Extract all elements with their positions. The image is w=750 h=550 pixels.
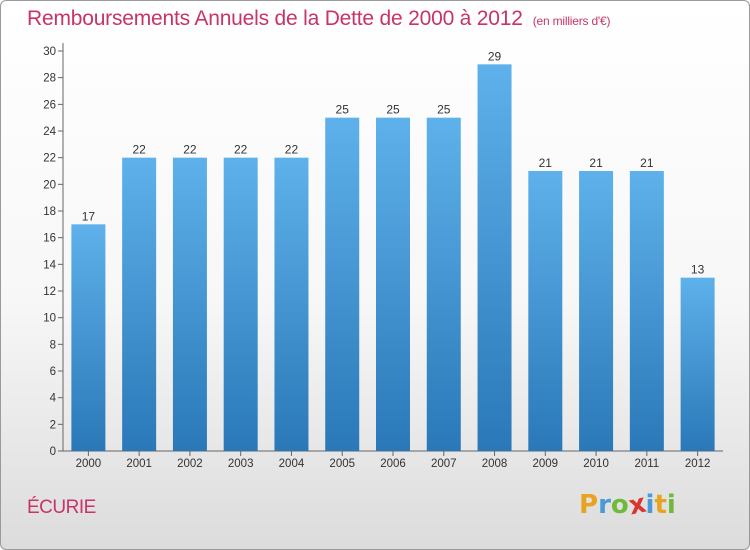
x-tick-label: 2008: [482, 458, 508, 470]
bar-value-label: 25: [386, 103, 400, 117]
y-tick-label: 0: [50, 446, 56, 458]
logo-letter: r: [598, 490, 611, 520]
x-tick-label: 2006: [380, 458, 406, 470]
y-tick-label: 28: [43, 73, 56, 85]
x-tick-label: 2010: [583, 458, 609, 470]
y-tick-label: 16: [43, 233, 56, 245]
x-tick-label: 2003: [228, 458, 254, 470]
bar: [122, 157, 157, 451]
bar-value-label: 22: [132, 143, 146, 157]
bar: [579, 171, 614, 451]
bar-value-label: 25: [336, 103, 350, 117]
chart-subtitle: (en milliers d'€): [532, 14, 611, 28]
y-tick-label: 30: [43, 46, 56, 58]
logo-letter: P: [579, 490, 599, 520]
y-tick-label: 12: [43, 286, 56, 298]
y-tick-label: 20: [43, 179, 56, 191]
x-tick-label: 2012: [685, 458, 711, 470]
x-tick-label: 2000: [76, 458, 102, 470]
logo-letter: i: [645, 490, 655, 520]
bars-group: [71, 64, 715, 452]
x-tick-label: 2011: [634, 458, 659, 470]
y-tick-label: 8: [50, 339, 56, 351]
logo-letter: t: [654, 490, 667, 520]
bar-value-label: 21: [640, 156, 654, 170]
bar: [528, 171, 563, 451]
commune-name: ÉCURIE: [27, 497, 96, 518]
y-tick-label: 6: [50, 366, 56, 378]
bar-value-label: 21: [589, 156, 603, 170]
bar-value-label: 22: [183, 143, 197, 157]
bar: [274, 157, 309, 451]
bar-value-label: 25: [437, 103, 451, 117]
x-tick-label: 2002: [177, 458, 203, 470]
x-axis: 2000 2001 2002 2003 2004 2005 2006 2007 2008 2009…: [63, 450, 723, 470]
y-tick-label: 18: [43, 206, 56, 218]
x-tick-label: 2004: [279, 458, 305, 470]
y-tick-label: 14: [43, 259, 56, 271]
bar: [325, 117, 360, 452]
y-tick-label: 24: [43, 126, 56, 138]
x-tick-label: 2005: [329, 458, 355, 470]
y-tick-label: 4: [50, 393, 57, 405]
x-tick-label: 2007: [431, 458, 457, 470]
y-tick-label: 26: [43, 99, 56, 111]
proxiti-logo: Proxiti: [579, 489, 676, 522]
bar: [172, 157, 207, 451]
bar-value-label: 22: [234, 143, 248, 157]
y-tick-label: 2: [50, 419, 56, 431]
logo-letter: o: [610, 490, 629, 520]
bar: [426, 117, 461, 452]
y-tick-label: 22: [43, 153, 56, 165]
bar-value-label: 13: [691, 263, 705, 277]
x-tick-label: 2009: [533, 458, 559, 470]
bar: [680, 277, 715, 451]
bar: [629, 171, 664, 451]
y-tick-label: 10: [43, 313, 56, 325]
bar: [477, 64, 512, 452]
bar: [376, 117, 410, 452]
chart-title: Remboursements Annuels de la Dette de 20…: [27, 7, 611, 30]
bar-value-label: 29: [488, 49, 502, 63]
bar: [223, 157, 258, 451]
bar: [71, 224, 106, 451]
bar-labels-group: 17 22 22 22 22 25 25 25 29 21 21 21 13: [82, 49, 705, 276]
x-tick-label: 2001: [126, 458, 152, 470]
bar-value-label: 17: [82, 209, 96, 223]
bar-value-label: 21: [539, 156, 553, 170]
bar-value-label: 22: [285, 143, 299, 157]
logo-letter: i: [666, 490, 676, 520]
